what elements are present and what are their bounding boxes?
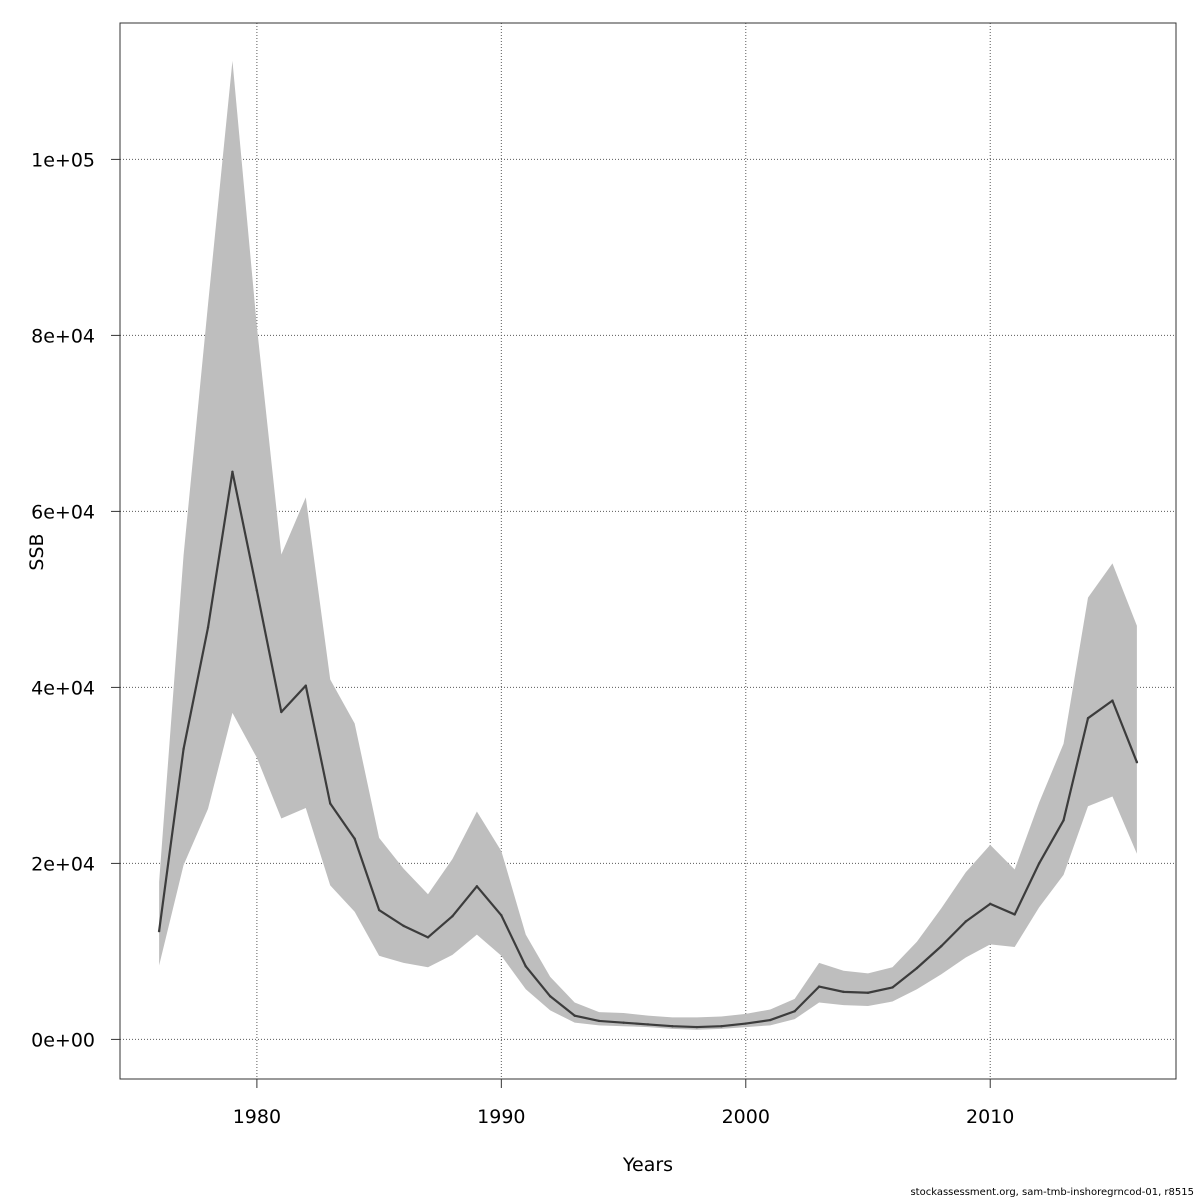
ssb-point [866,991,870,994]
ssb-point [255,589,259,592]
y-tick-label: 2e+04 [31,853,95,875]
ssb-point [524,965,527,968]
ssb-point [695,1025,699,1029]
source-note: stockassessment.org, sam-tmb-inshoregrnc… [910,1187,1194,1198]
ssb-point [1135,761,1139,764]
ssb-point [353,837,356,840]
ssb-point [842,990,845,994]
ssb-point [231,470,234,473]
ssb-point [157,929,161,933]
x-tick-label: 2000 [722,1106,770,1128]
ssb-point [426,936,430,939]
ssb-point [182,747,185,751]
ssb-point [377,908,381,912]
y-tick-label: 6e+04 [31,501,95,523]
ssb-point [1013,913,1016,916]
ssb-point [475,885,479,888]
ssb-point [451,915,454,918]
ssb-point [744,1022,747,1025]
ssb-series [157,470,1139,1029]
ssb-point [793,1010,796,1013]
ssb-point [329,802,332,805]
x-tick-label: 1990 [477,1106,525,1128]
ssb-point [1037,862,1041,865]
ssb-point [280,710,283,714]
y-tick-label: 1e+05 [31,149,95,171]
ssb-point [817,985,821,988]
ssb-point [1111,699,1114,702]
ssb-point [1062,819,1065,822]
x-tick-label: 2010 [966,1106,1014,1128]
ssb-point [402,924,405,928]
ssb-point [622,1021,625,1024]
ssb-point [549,995,552,998]
y-tick-label: 8e+04 [31,325,95,347]
x-axis: 1980 1990 2000 2010 [233,1079,1014,1128]
ssb-point [940,944,943,948]
ssb-point [671,1025,674,1028]
y-tick-label: 0e+00 [31,1029,95,1051]
plot-border [119,22,1177,1080]
x-axis-title: Years [622,1154,673,1176]
ssb-point [206,626,210,629]
x-tick-label: 1980 [233,1106,281,1128]
ssb-point [1086,717,1090,720]
ssb-point [500,914,503,917]
ssb-point [769,1018,772,1022]
ssb-point [964,920,967,923]
y-tick-label: 4e+04 [31,677,95,699]
y-axis: 0e+00 2e+04 4e+04 6e+04 8e+04 1e+05 [31,149,120,1051]
ssb-point [304,684,307,687]
ssb-point [597,1019,601,1023]
ssb-point [989,902,992,906]
ssb-point [573,1014,576,1017]
ssb-point [646,1023,650,1026]
ssb-point [891,986,894,989]
y-axis-title: SSB [26,533,48,570]
ssb-point [720,1025,723,1028]
ssb-point [915,966,919,970]
